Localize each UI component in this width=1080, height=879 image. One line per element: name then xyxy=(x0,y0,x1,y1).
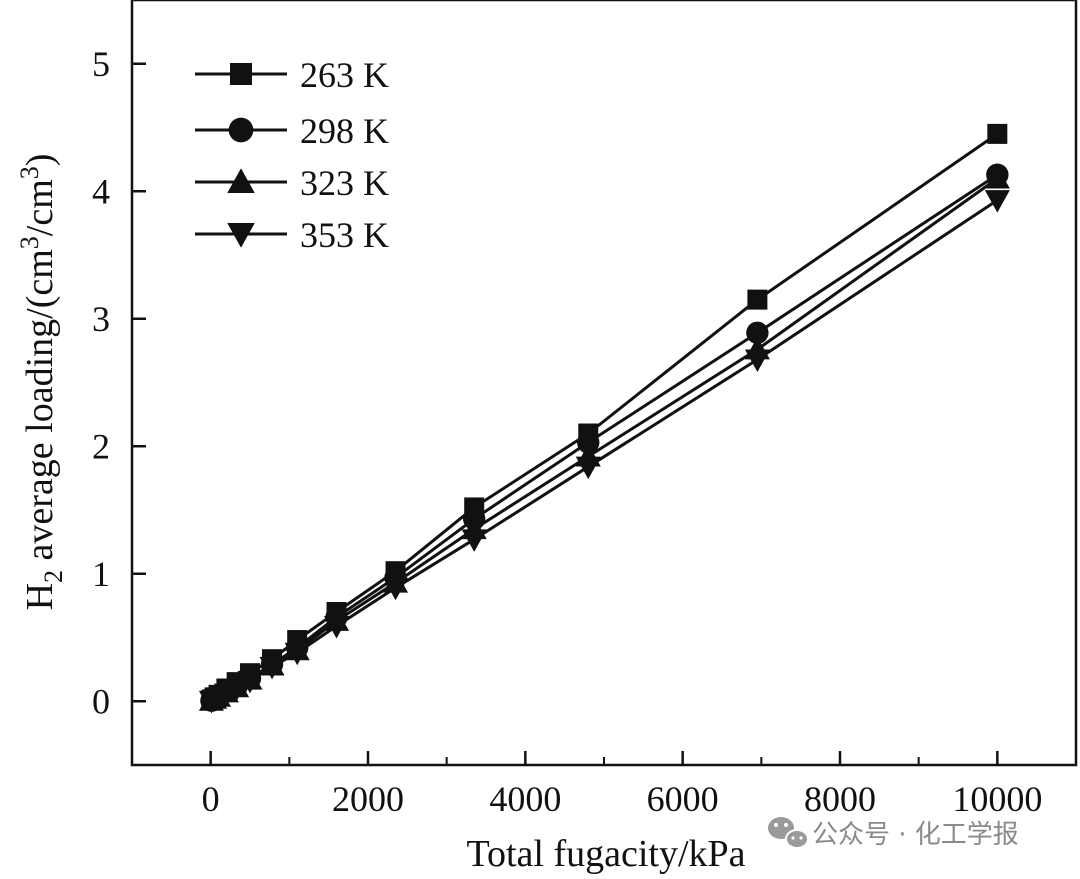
data-point-circle xyxy=(577,431,600,454)
legend-label: 323 K xyxy=(300,163,389,203)
data-point-triangle-up xyxy=(227,168,255,193)
series-0 xyxy=(201,123,1008,710)
x-tick-label: 2000 xyxy=(332,779,404,819)
y-axis-title-superscript-2: 3 xyxy=(15,166,44,179)
y-axis-title-mid2: /cm xyxy=(19,179,61,236)
data-point-triangle-down xyxy=(259,656,285,680)
legend-entry: 263 K xyxy=(195,55,389,95)
data-point-square xyxy=(230,63,252,85)
y-axis-title: H2 average loading/(cm3/cm3) xyxy=(15,154,68,611)
y-tick-label: 1 xyxy=(92,554,110,594)
x-tick-label: 0 xyxy=(202,779,220,819)
y-ticks: 0 1 2 3 4 5 xyxy=(92,44,146,721)
data-point-circle xyxy=(228,117,254,143)
watermark: 公众号 · 化工学报 xyxy=(768,817,1019,850)
y-tick-label: 2 xyxy=(92,426,110,466)
data-point-triangle-down xyxy=(461,529,487,552)
y-tick-label: 3 xyxy=(92,299,110,339)
y-tick-label: 5 xyxy=(92,44,110,84)
y-axis-title-subscript: 2 xyxy=(39,570,68,583)
data-point-square xyxy=(987,123,1008,144)
legend-entry: 323 K xyxy=(195,163,389,203)
data-point-circle xyxy=(746,321,769,344)
x-ticks: 0 2000 4000 6000 8000 10000 xyxy=(202,751,1042,819)
legend-entry: 298 K xyxy=(195,111,389,151)
legend-label: 298 K xyxy=(300,111,389,151)
wechat-icon xyxy=(768,817,809,849)
y-axis-title-superscript-1: 3 xyxy=(15,236,44,249)
series-3 xyxy=(198,190,1010,714)
y-axis-title-prefix: H xyxy=(19,583,61,610)
x-tick-label: 8000 xyxy=(804,779,876,819)
series-layer xyxy=(198,123,1010,714)
data-point-triangle-down xyxy=(383,577,409,601)
y-tick-label: 4 xyxy=(92,171,110,211)
data-point-triangle-down xyxy=(575,456,601,480)
data-point-triangle-down xyxy=(227,223,255,248)
data-point-triangle-up xyxy=(984,166,1010,189)
data-point-triangle-down xyxy=(984,190,1010,213)
x-tick-label: 4000 xyxy=(489,779,561,819)
x-tick-label: 10000 xyxy=(952,779,1042,819)
data-point-triangle-down xyxy=(324,616,350,639)
data-point-triangle-down xyxy=(224,678,250,701)
x-tick-label: 6000 xyxy=(647,779,719,819)
data-point-triangle-down xyxy=(744,349,770,373)
data-point-triangle-down xyxy=(237,670,263,694)
y-axis-title-middle: average loading/(cm xyxy=(19,249,61,570)
legend-label: 353 K xyxy=(300,215,389,255)
legend-entry: 353 K xyxy=(195,215,389,255)
data-point-triangle-down xyxy=(284,642,310,666)
x-axis-title: Total fugacity/kPa xyxy=(466,833,745,875)
legend: 263 K 298 K 323 K 353 K xyxy=(195,55,389,255)
legend-label: 263 K xyxy=(300,55,389,95)
watermark-text: 公众号 · 化工学报 xyxy=(812,820,1019,850)
y-tick-label: 0 xyxy=(92,681,110,721)
data-point-square xyxy=(747,289,768,310)
y-axis-title-suffix: ) xyxy=(19,154,61,167)
